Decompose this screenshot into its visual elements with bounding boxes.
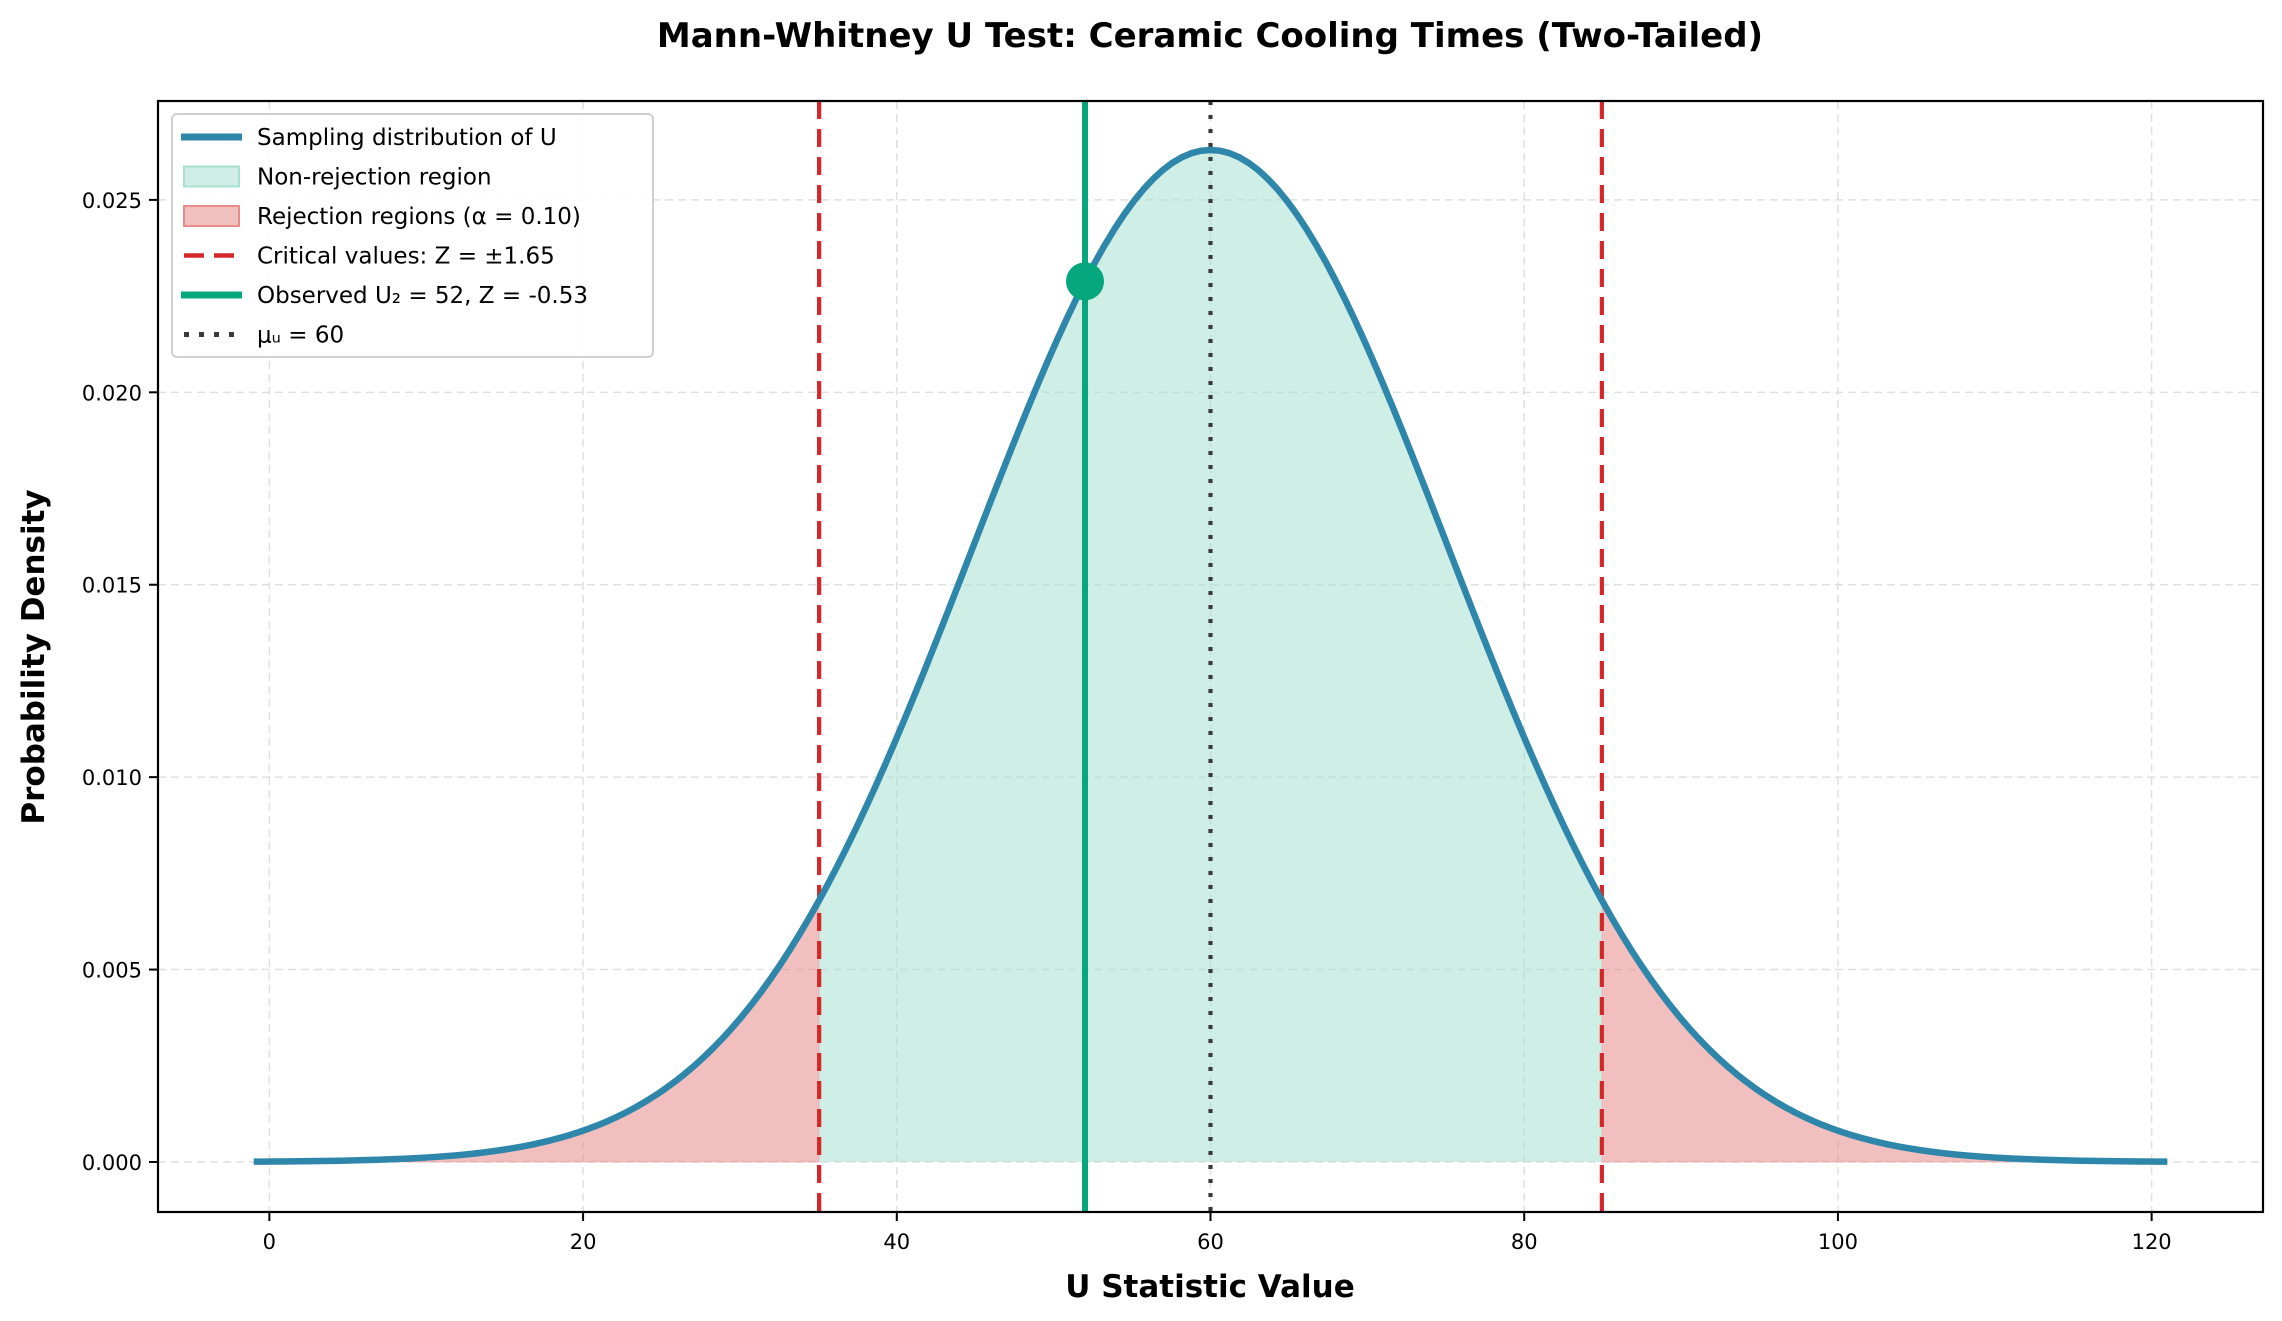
legend-swatch-non-rejection <box>183 165 240 188</box>
chart-title: Mann-Whitney U Test: Ceramic Cooling Tim… <box>657 16 1763 56</box>
legend-label: Non-rejection region <box>257 165 492 191</box>
y-axis-title: Probability Density <box>16 489 52 824</box>
legend-item: μᵤ = 60 <box>184 323 344 349</box>
observed-point <box>1066 262 1105 301</box>
legend-item: Observed U₂ = 52, Z = -0.53 <box>181 283 588 309</box>
legend-label: Sampling distribution of U <box>257 125 557 151</box>
y-tick-label: 0.025 <box>82 189 142 213</box>
non-rejection-region <box>819 149 1602 1162</box>
legend-swatch-rejection <box>183 205 240 227</box>
legend-item: Critical values: Z = ±1.65 <box>184 244 555 270</box>
legend-item: Sampling distribution of U <box>181 125 557 151</box>
x-tick-label: 100 <box>1818 1230 1858 1254</box>
y-tick-label: 0.010 <box>82 766 142 790</box>
legend-item: Rejection regions (α = 0.10) <box>183 204 581 230</box>
x-tick-label: 20 <box>570 1230 597 1254</box>
y-tick-label: 0.000 <box>82 1151 142 1175</box>
rejection-region-left <box>253 898 820 1163</box>
x-tick-label: 80 <box>1511 1230 1538 1254</box>
y-tick-label: 0.005 <box>82 959 142 983</box>
curve-group <box>253 146 2168 1165</box>
x-axis-ticks: 0 20 40 60 80 100 120 <box>263 1212 2172 1254</box>
legend-label: μᵤ = 60 <box>257 323 344 349</box>
density-curve <box>253 146 2168 1165</box>
x-tick-label: 40 <box>883 1230 910 1254</box>
rejection-region-right <box>1601 898 2168 1163</box>
legend-item: Non-rejection region <box>183 165 492 191</box>
x-tick-label: 120 <box>2132 1230 2172 1254</box>
x-tick-label: 0 <box>263 1230 276 1254</box>
y-tick-label: 0.015 <box>82 574 142 598</box>
y-tick-label: 0.020 <box>82 381 142 405</box>
x-tick-label: 60 <box>1197 1230 1224 1254</box>
legend-label: Critical values: Z = ±1.65 <box>257 244 555 270</box>
legend-label: Observed U₂ = 52, Z = -0.53 <box>257 283 588 309</box>
legend-label: Rejection regions (α = 0.10) <box>257 204 581 230</box>
legend: Sampling distribution of U Non-rejection … <box>171 113 654 358</box>
x-axis-title: U Statistic Value <box>1065 1269 1354 1305</box>
legend-box <box>171 113 654 358</box>
y-axis-ticks: 0.000 0.005 0.010 0.015 0.020 0.025 <box>82 189 158 1175</box>
